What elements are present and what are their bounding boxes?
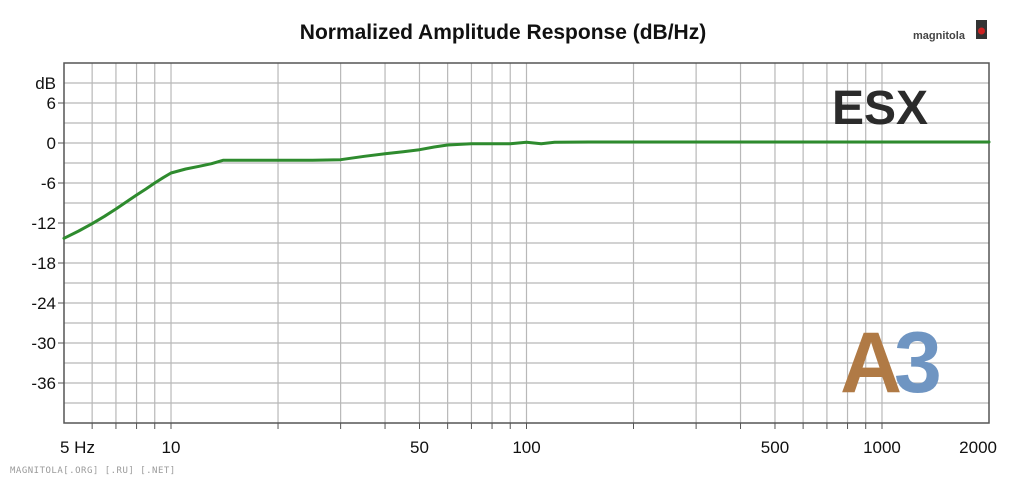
- x-tick-label: 500: [761, 438, 789, 457]
- y-tick-label: 6: [47, 94, 56, 113]
- series-group: [62, 140, 991, 240]
- x-tick-label: 1000: [863, 438, 901, 457]
- y-tick-label: -18: [31, 254, 56, 273]
- response-curve-line: [62, 140, 991, 240]
- x-tick-label: 100: [512, 438, 540, 457]
- magnitola-logo-icon: magnitola: [911, 18, 989, 46]
- y-tick-label: -12: [31, 214, 56, 233]
- y-tick-label: -24: [31, 294, 56, 313]
- y-tick-label: -30: [31, 334, 56, 353]
- watermark-text: MAGNITOLA[.ORG] [.RU] [.NET]: [10, 466, 176, 476]
- model-label-part1: A: [840, 315, 902, 411]
- x-tick-label: 5 Hz: [60, 438, 95, 457]
- y-axis-ticks: 6 0 -6 -12 -18 -24 -30 -36: [31, 94, 64, 393]
- x-tick-label: 50: [410, 438, 429, 457]
- x-tick-label: 2000: [959, 438, 997, 457]
- y-tick-label: -6: [41, 174, 56, 193]
- logo-dot-icon: [978, 27, 985, 35]
- chart-title: Normalized Amplitude Response (dB/Hz): [300, 21, 706, 44]
- y-axis-label: dB: [35, 74, 56, 93]
- plot-frame: [63, 62, 990, 424]
- logo-text: magnitola: [913, 30, 966, 42]
- model-label: A 3: [840, 315, 942, 411]
- x-tick-label: 10: [162, 438, 181, 457]
- x-axis-ticks: 5 Hz 10 50 100 500 1000 2000: [60, 438, 997, 457]
- model-label-part2: 3: [894, 315, 942, 411]
- y-tick-label: 0: [47, 134, 56, 153]
- y-tick-label: -36: [31, 374, 56, 393]
- minor-gridlines: [64, 63, 989, 429]
- brand-label: ESX: [832, 82, 928, 135]
